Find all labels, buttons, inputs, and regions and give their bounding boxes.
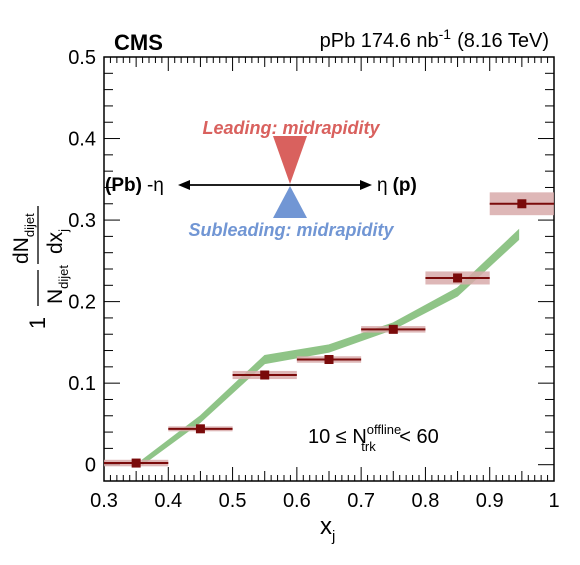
x-tick-label: 0.3 [90,490,118,512]
leading-label: Leading: midrapidity [202,118,380,138]
x-tick-label: 0.6 [283,490,311,512]
data-point [104,458,169,468]
x-axis: 0.3 0.4 0.5 0.6 0.7 0.8 0.9 1 [90,57,560,512]
lumi-exponent: -1 [439,26,452,42]
system-label: pPb 174.6 nb [320,30,439,52]
y-axis: 0 0.1 0.2 0.3 0.4 0.5 [68,47,554,482]
data-point [232,370,297,380]
y-tick-label: 0.3 [68,210,96,232]
data-point [361,324,426,334]
x-axis-label: xj [320,513,335,545]
data-point [168,424,233,434]
energy-label: (8.16 TeV) [457,30,549,52]
marker [324,355,334,365]
model-band [142,228,520,466]
y-label-prefix: 1 [25,317,50,329]
model-band-area [142,228,520,466]
experiment-label: CMS [114,30,163,55]
x-tick-label: 0.4 [154,490,182,512]
x-tick-label: 0.7 [347,490,375,512]
marker [195,424,205,434]
x-tick-label: 1 [548,490,559,512]
marker [388,324,398,334]
left-beam-label: (Pb) -η [105,175,164,196]
data-point [296,355,362,365]
y-label-n: Ndijet [44,265,71,304]
y-label-dx: dxj [44,229,71,254]
data-point [425,271,490,285]
subleading-label: Subleading: midrapidity [188,220,394,240]
run-info-label: pPb 174.6 nb-1 (8.16 TeV) [320,26,549,52]
y-tick-label: 0.4 [68,129,96,151]
multiplicity-annotation: 10 ≤ Noffline trk < 60 [308,422,439,454]
marker [131,458,141,468]
y-label-dn: dNdijet [10,213,37,264]
leading-triangle [273,136,307,184]
x-tick-label: 0.5 [219,490,247,512]
y-axis-label: 1 Ndijet dNdijet dxj [10,206,71,329]
rapidity-diagram: Leading: midrapidity (Pb) -η η (p) Sublead… [105,118,417,240]
x-tick-label: 0.8 [412,490,440,512]
y-tick-label: 0.5 [68,47,96,69]
right-beam-label: η (p) [377,175,417,196]
marker [453,273,463,283]
y-tick-label: 0 [85,455,96,477]
y-tick-label: 0.1 [68,373,96,395]
marker [260,370,270,380]
marker [517,199,527,209]
x-tick-label: 0.9 [476,490,504,512]
data-points [104,192,554,468]
data-point [489,192,554,216]
right-arrowhead [360,180,372,190]
subleading-triangle [273,186,307,218]
left-arrowhead [178,180,190,190]
y-tick-label: 0.2 [68,292,96,314]
